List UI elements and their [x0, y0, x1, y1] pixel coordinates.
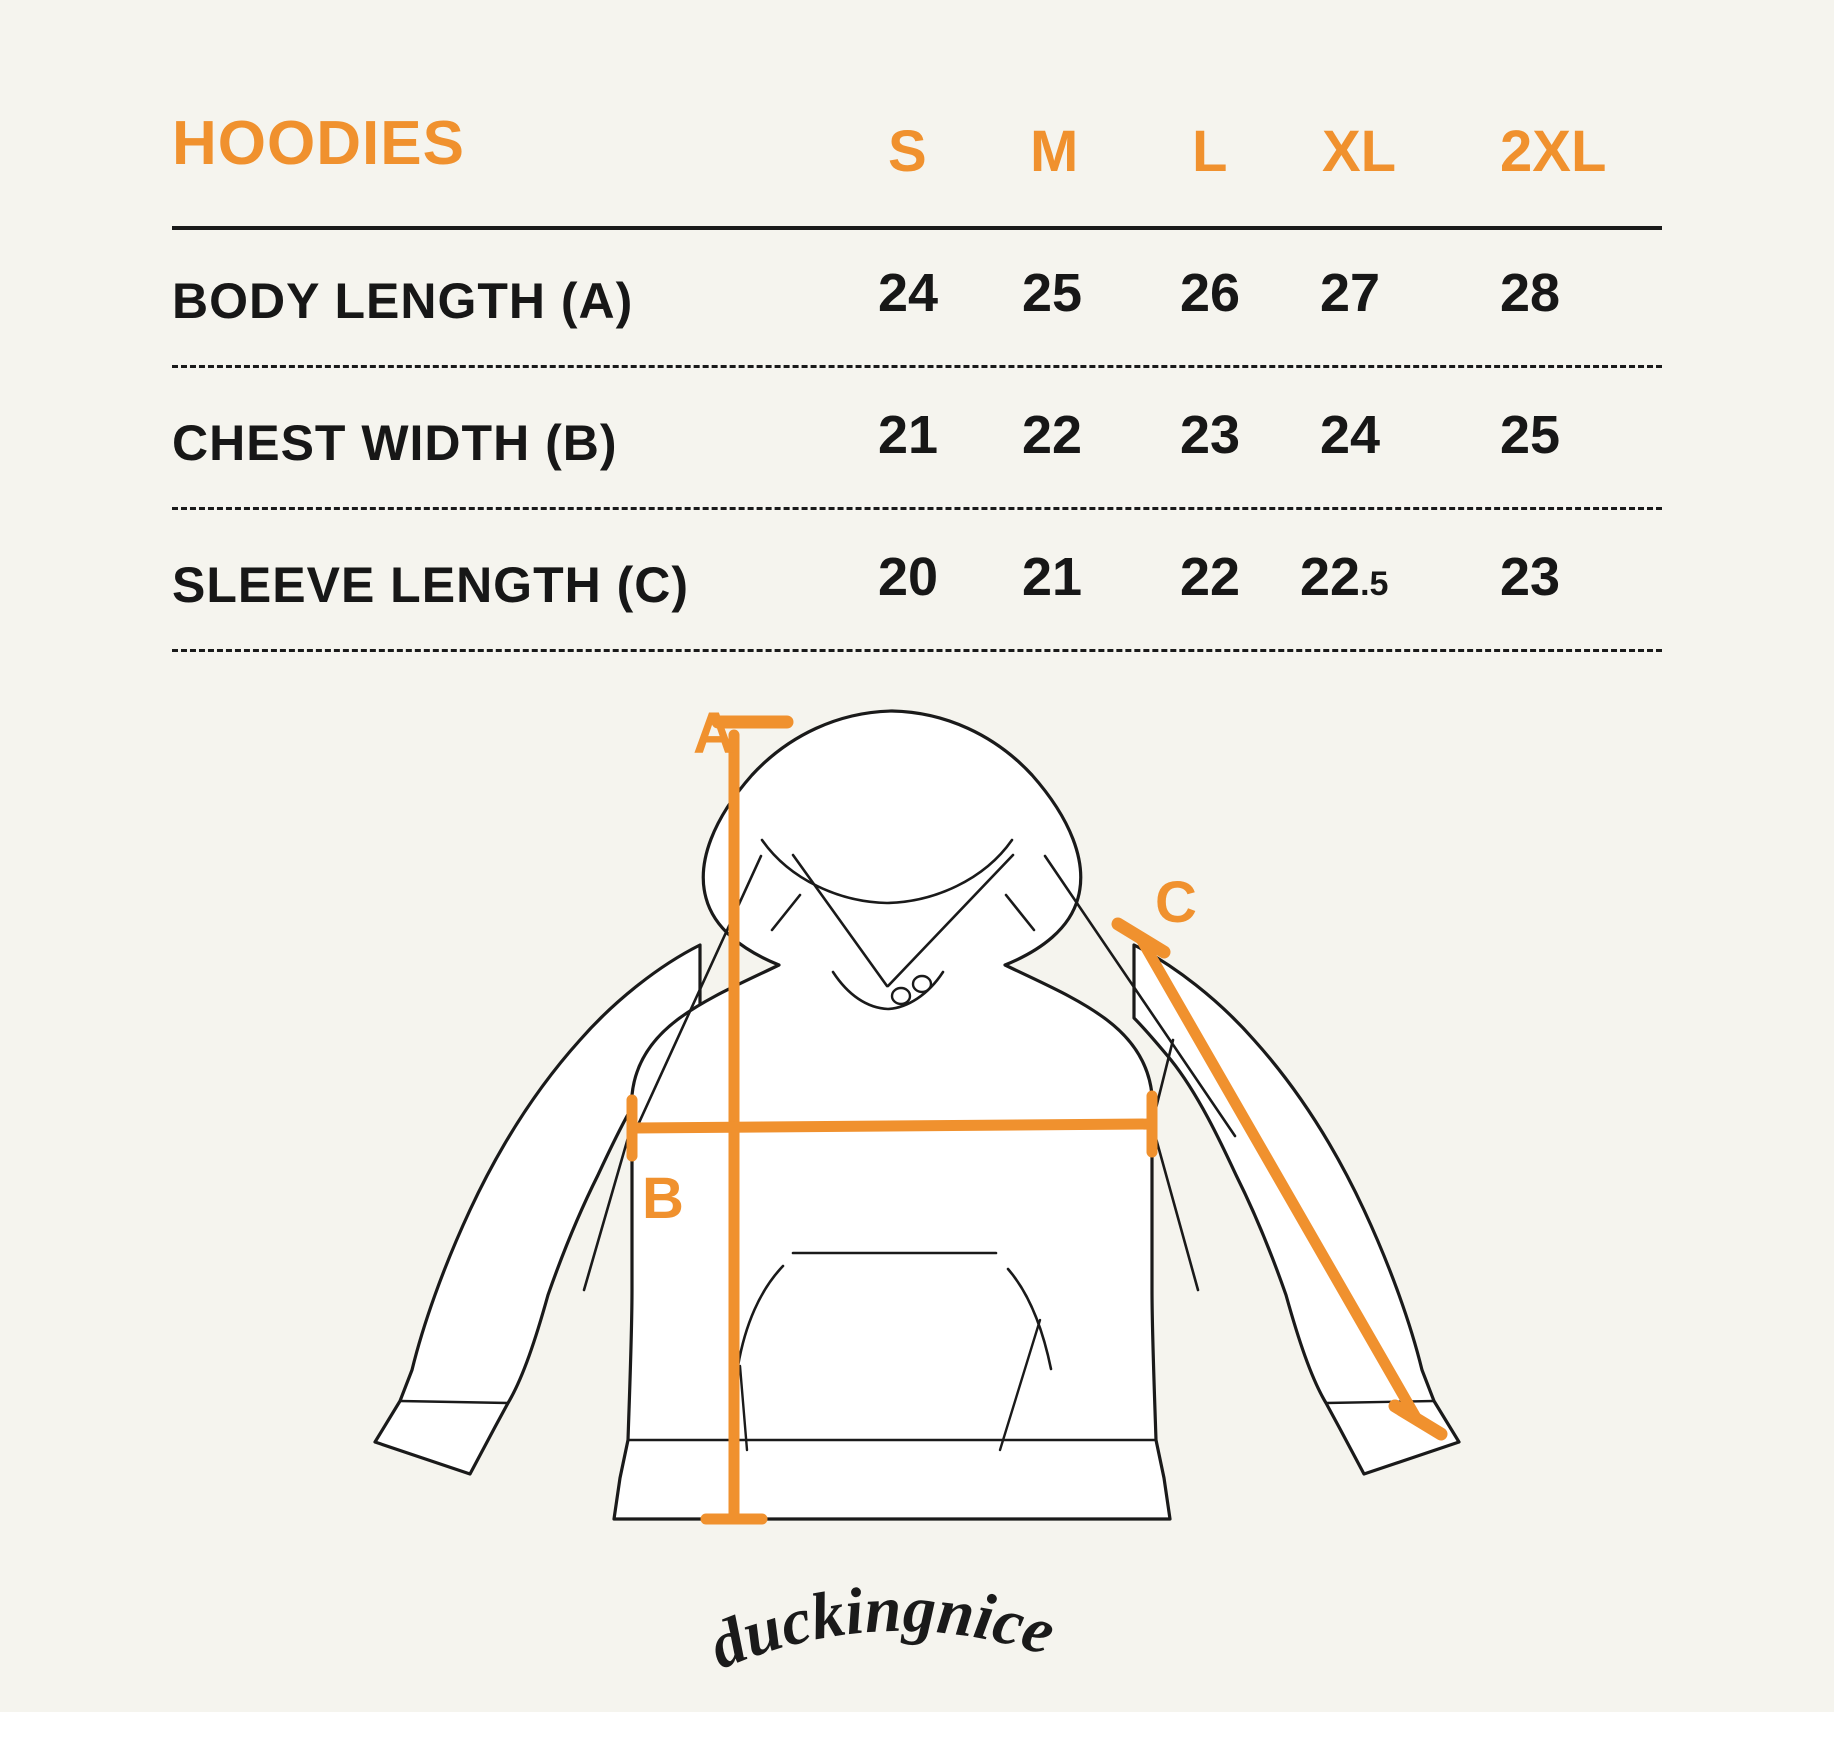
svg-text:B: B	[642, 1166, 684, 1231]
svg-text:A: A	[693, 701, 735, 766]
svg-text:C: C	[1155, 870, 1197, 935]
svg-text:duckingnice: duckingnice	[699, 1573, 1063, 1684]
